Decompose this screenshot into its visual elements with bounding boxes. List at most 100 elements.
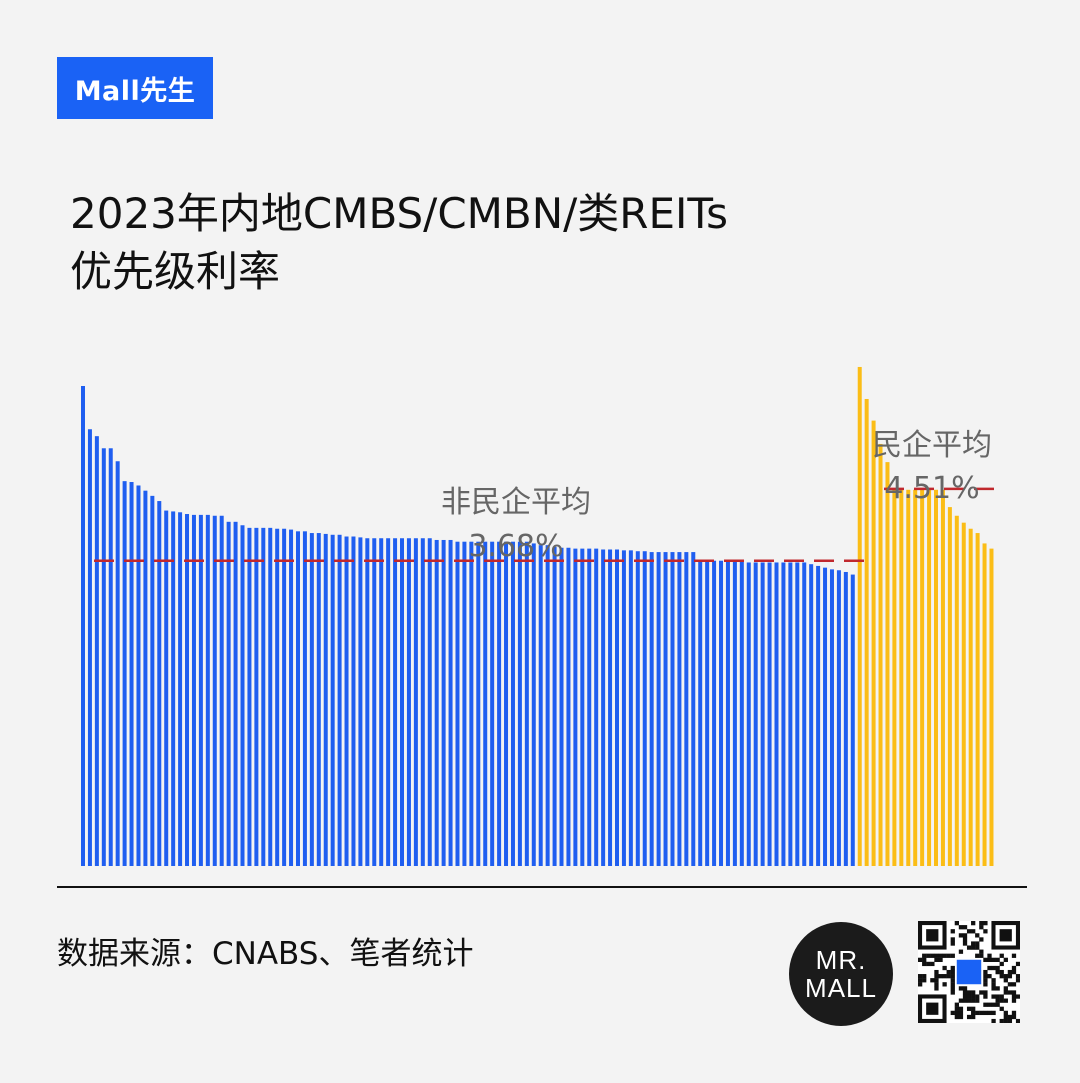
bar-private-10 [920, 489, 925, 866]
bar-non-private-90 [698, 560, 703, 866]
bar-non-private-42 [365, 538, 370, 866]
bar-non-private-103 [788, 562, 793, 866]
bar-non-private-26 [254, 527, 259, 866]
bar-non-private-39 [344, 536, 349, 866]
bar-non-private-70 [559, 547, 564, 866]
bar-non-private-87 [677, 552, 682, 866]
bar-non-private-9 [136, 485, 141, 866]
bar-private-8 [906, 489, 911, 866]
bar-non-private-10 [143, 490, 148, 866]
bar-non-private-59 [483, 541, 488, 866]
bar-non-private-4 [101, 448, 106, 866]
bar-private-11 [927, 489, 932, 866]
bar-private-3 [871, 420, 876, 866]
bar-non-private-78 [615, 549, 619, 866]
bar-non-private-79 [621, 550, 626, 866]
bar-non-private-98 [753, 562, 758, 866]
bar-non-private-80 [628, 550, 633, 866]
bar-non-private-100 [767, 562, 772, 866]
average-label-non-private: 非民企平均 [441, 485, 591, 520]
bar-non-private-111 [843, 571, 848, 866]
bar-private-7 [899, 489, 904, 866]
bar-non-private-101 [774, 562, 779, 866]
average-labels: 非民企平均 3.68% 民企平均 4.51% [441, 428, 992, 564]
bar-non-private-97 [746, 562, 751, 866]
bar-non-private-53 [441, 539, 446, 866]
bar-non-private-30 [282, 528, 287, 866]
bar-non-private-105 [802, 562, 807, 866]
bar-non-private-106 [809, 564, 814, 866]
bar-non-private-71 [566, 547, 571, 866]
mr-mall-logo: MR. MALL [789, 922, 893, 1026]
bar-non-private-23 [233, 521, 238, 866]
footer-divider [57, 886, 1027, 888]
bar-non-private-33 [302, 531, 307, 866]
bar-non-private-50 [420, 538, 425, 866]
bar-non-private-3 [94, 436, 99, 866]
bar-private-6 [892, 489, 897, 866]
bar-non-private-86 [670, 552, 675, 866]
bar-non-private-47 [400, 538, 405, 866]
bar-non-private-66 [531, 543, 536, 866]
bar-non-private-1 [81, 386, 85, 866]
bar-non-private-37 [330, 534, 335, 866]
bar-private-1 [857, 366, 862, 866]
bar-private-12 [934, 489, 938, 866]
bar-non-private-32 [295, 531, 300, 866]
bar-non-private-68 [545, 545, 550, 866]
bar-non-private-19 [205, 514, 210, 866]
bar-non-private-93 [719, 560, 724, 866]
bar-non-private-54 [448, 539, 453, 866]
bar-non-private-55 [455, 541, 460, 866]
bar-non-private-104 [795, 562, 800, 866]
bar-non-private-75 [594, 548, 599, 866]
bar-non-private-81 [635, 551, 640, 866]
bar-non-private-88 [684, 552, 689, 866]
logo-line-1: MR. [815, 945, 867, 975]
bar-non-private-94 [725, 560, 730, 866]
bar-non-private-57 [469, 541, 474, 866]
bar-non-private-95 [732, 561, 737, 866]
bar-non-private-25 [247, 527, 252, 866]
bar-non-private-82 [642, 551, 647, 866]
bar-private-9 [913, 489, 918, 866]
qr-code-icon [918, 921, 1020, 1023]
bar-non-private-56 [462, 541, 467, 866]
bar-private-17 [968, 528, 973, 866]
bar-non-private-99 [760, 562, 765, 866]
logo-line-2: MALL [805, 973, 877, 1003]
average-value-private: 4.51% [884, 471, 979, 506]
bar-non-private-51 [427, 538, 432, 866]
bar-non-private-8 [129, 482, 134, 866]
bar-non-private-14 [171, 511, 176, 866]
bar-non-private-46 [393, 538, 398, 866]
bar-non-private-48 [406, 538, 411, 866]
bar-non-private-102 [781, 562, 786, 866]
bar-private-16 [961, 522, 966, 866]
bar-non-private-76 [601, 549, 606, 866]
bar-non-private-58 [476, 541, 481, 866]
bar-private-4 [878, 443, 883, 866]
bar-non-private-49 [413, 538, 418, 866]
bar-non-private-40 [351, 536, 356, 866]
bar-non-private-60 [490, 541, 495, 866]
bar-non-private-36 [323, 533, 328, 866]
bar-non-private-29 [275, 528, 280, 866]
bar-non-private-109 [829, 569, 834, 866]
bar-non-private-38 [337, 534, 342, 866]
bar-non-private-34 [309, 533, 314, 866]
bar-non-private-24 [240, 525, 245, 866]
bar-non-private-85 [663, 552, 668, 866]
bar-chart: 非民企平均 3.68% 民企平均 4.51% [81, 366, 1002, 867]
bar-non-private-15 [178, 512, 183, 866]
bar-non-private-27 [261, 527, 266, 866]
bar-private-13 [940, 489, 945, 866]
bar-non-private-31 [289, 529, 294, 866]
bar-non-private-20 [212, 515, 217, 866]
bar-non-private-18 [198, 514, 203, 866]
bar-private-5 [885, 462, 890, 866]
bar-private-2 [864, 398, 869, 866]
bar-private-15 [954, 515, 959, 866]
bar-non-private-91 [705, 560, 710, 866]
bar-non-private-108 [823, 567, 828, 866]
